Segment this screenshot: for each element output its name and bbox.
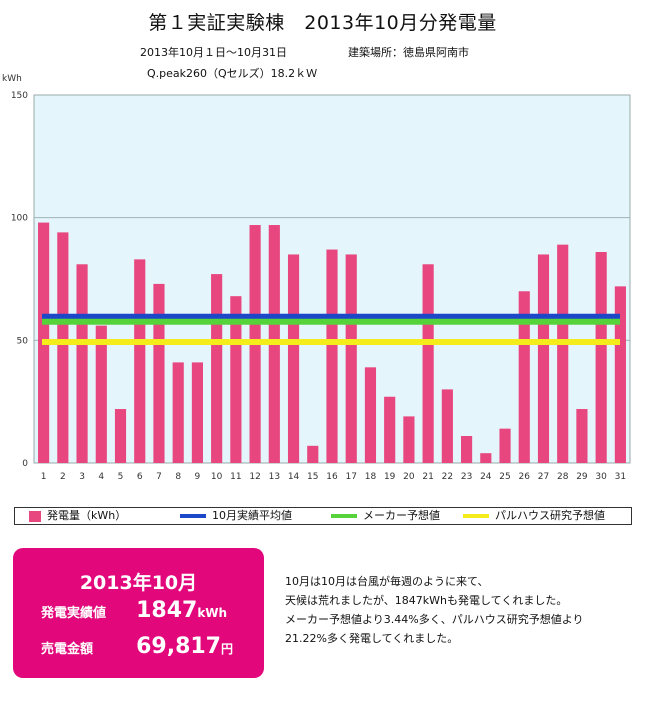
comment-line: メーカー予想値より3.44%多く、パルハウス研究予想値より [285,613,584,626]
bar [172,362,184,463]
bar [326,249,338,463]
x-tick-label: 5 [118,472,124,482]
y-tick-label: 50 [17,336,29,346]
y-tick-label: 100 [11,214,28,224]
bar [153,283,165,463]
legend-item-generation: 発電量（kWh） [29,508,126,524]
bar [287,254,300,463]
legend-swatch-maker [331,514,357,518]
bar [557,244,569,463]
bar [461,436,473,463]
bar [595,252,607,463]
bar [191,362,203,463]
x-tick-label: 17 [345,472,356,482]
x-tick-label: 28 [557,472,569,482]
x-tick-label: 14 [288,472,300,482]
bar [537,254,550,463]
legend-item-palhouse: パルハウス研究予想値 [463,508,605,524]
bar [307,445,319,463]
legend-label-palhouse: パルハウス研究予想値 [495,509,605,522]
generation-row: 発電実績値 1847kWh [41,598,251,623]
bar [384,396,396,463]
comment-text: 10月は10月は台風が毎週のように来て、 天候は荒れましたが、1847kWhも発… [285,572,640,648]
legend-swatch-average [180,514,206,518]
location-text: 建築場所：徳島県阿南市 [348,46,469,59]
x-tick-label: 11 [230,472,241,482]
bar [480,453,492,463]
bar [211,274,223,463]
summary-month: 2013年10月 [79,572,198,594]
legend-label-average: 10月実績平均値 [212,509,292,522]
x-tick-label: 22 [442,472,453,482]
x-tick-label: 1 [41,472,47,482]
sale-label: 売電金額 [41,642,94,657]
bar [57,232,69,463]
comment-line: 10月は10月は台風が毎週のように来て、 [285,575,489,588]
x-tick-label: 18 [365,472,377,482]
x-tick-label: 16 [326,472,338,482]
bar [576,409,588,463]
x-tick-label: 6 [137,472,143,482]
legend-item-maker: メーカー予想値 [331,508,440,524]
x-tick-label: 24 [480,472,492,482]
legend-label-generation: 発電量（kWh） [47,509,127,522]
x-tick-label: 20 [403,472,415,482]
x-tick-label: 19 [384,472,396,482]
x-tick-label: 31 [615,472,626,482]
x-tick-label: 4 [98,472,104,482]
x-tick-label: 12 [249,472,260,482]
bar [614,286,626,463]
generation-unit: kWh [197,606,228,620]
x-tick-label: 3 [79,472,85,482]
bar [441,389,453,463]
x-tick-label: 29 [576,472,588,482]
x-tick-label: 9 [195,472,201,482]
legend-swatch-palhouse [463,514,489,518]
x-tick-label: 13 [269,472,280,482]
x-tick-label: 10 [211,472,223,482]
bar [518,291,530,463]
legend-label-maker: メーカー予想値 [363,509,440,522]
x-tick-label: 23 [461,472,472,482]
bar [364,367,377,463]
summary-card: 2013年10月 発電実績値 1847kWh 売電金額 69,817円 [13,548,264,678]
bar [345,254,357,463]
x-tick-label: 2 [60,472,66,482]
x-tick-label: 25 [499,472,510,482]
bar [114,409,127,463]
y-tick-label: 150 [11,91,28,101]
x-tick-label: 30 [595,472,607,482]
bar [134,259,146,463]
generation-value: 1847 [136,598,198,623]
page-title: 第１実証実験棟 2013年10月分発電量 [148,12,497,34]
bar [76,264,88,463]
system-text: Q.peak260（Qセルズ）18.2ｋＷ [147,67,318,80]
generation-label: 発電実績値 [41,606,107,621]
sale-unit: 円 [221,642,234,656]
sale-value: 69,817 [136,634,221,659]
legend-swatch-generation [29,510,41,522]
y-axis-label: kWh [2,74,22,84]
y-tick-label: 0 [22,459,28,469]
x-tick-label: 21 [422,472,433,482]
bar [499,428,511,463]
bar [403,416,415,463]
sale-row: 売電金額 69,817円 [41,634,251,659]
bar [422,264,434,463]
bar [230,296,242,463]
bar [95,325,107,463]
x-tick-label: 8 [175,472,181,482]
x-tick-label: 15 [307,472,318,482]
comment-line: 天候は荒れましたが、1847kWhも発電してくれました。 [285,594,568,607]
comment-line: 21.22%多く発電してくれました。 [285,632,459,645]
period-text: 2013年10月１日～10月31日 [140,46,287,59]
x-tick-label: 7 [156,472,162,482]
x-tick-label: 27 [538,472,549,482]
x-tick-label: 26 [519,472,531,482]
legend-item-average: 10月実績平均値 [180,508,292,524]
chart-legend: 発電量（kWh） 10月実績平均値 メーカー予想値 パルハウス研究予想値 [14,507,632,525]
